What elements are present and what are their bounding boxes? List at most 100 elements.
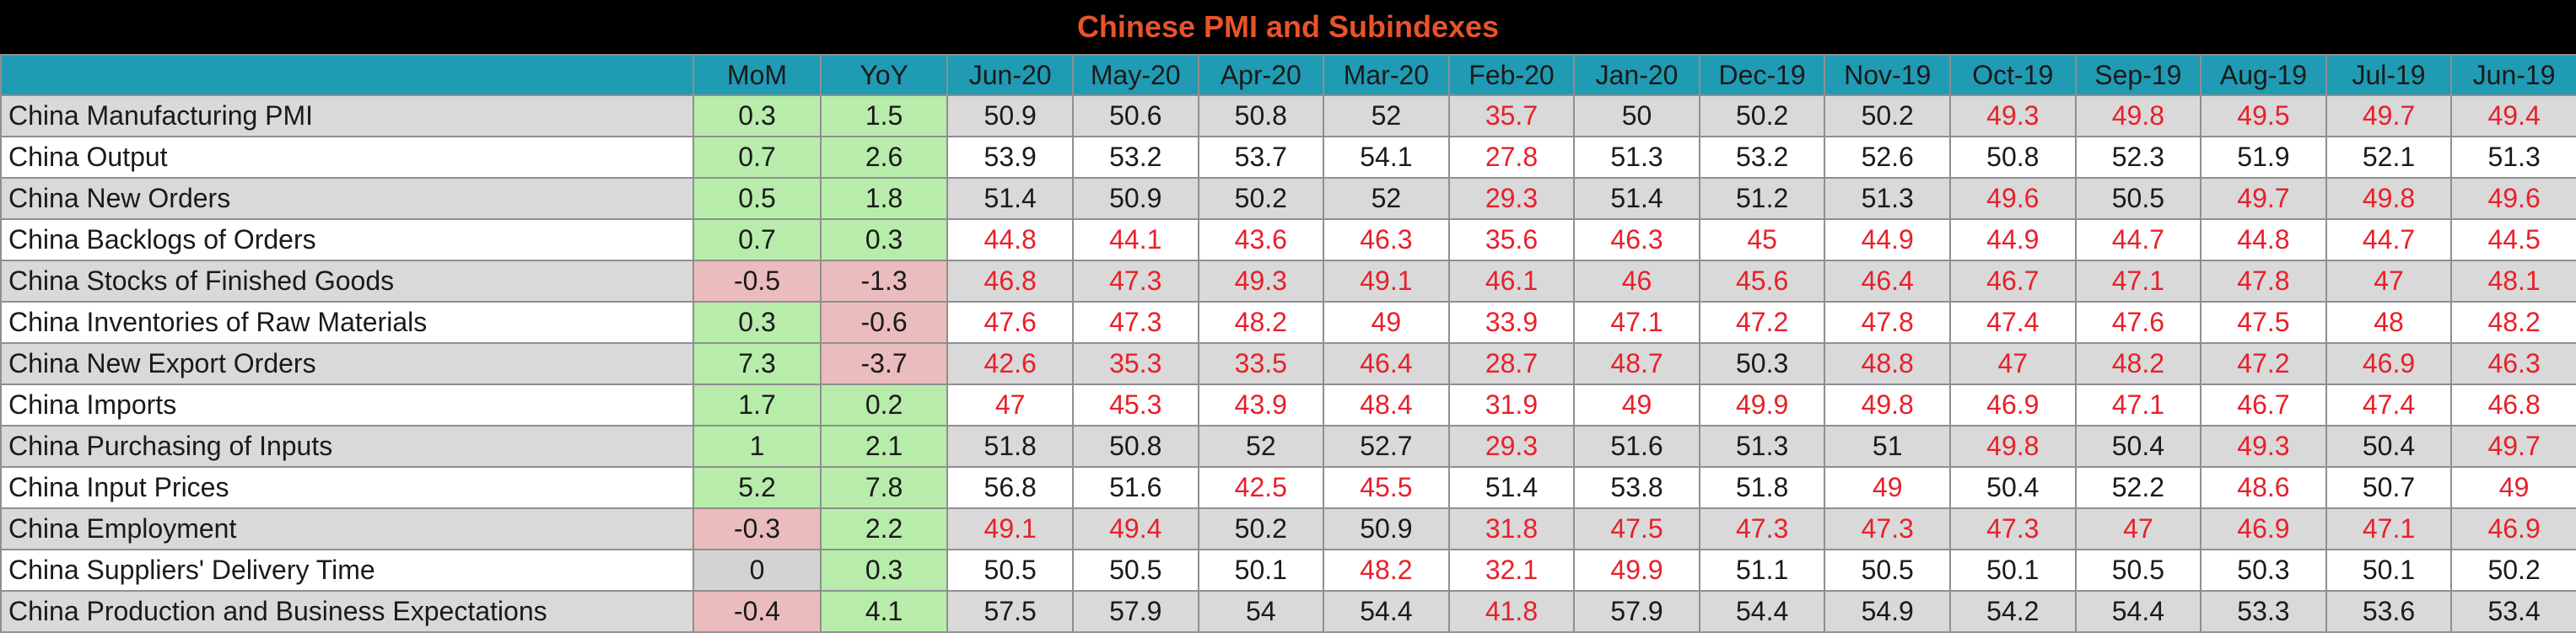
value-cell: 54.9 bbox=[1824, 590, 1951, 633]
mom-cell: 0.3 bbox=[693, 94, 822, 137]
value-cell: 49 bbox=[1573, 384, 1700, 426]
value-cell: 47.4 bbox=[2325, 384, 2453, 426]
row-label: China Manufacturing PMI bbox=[0, 94, 695, 137]
value-cell: 49.6 bbox=[2450, 177, 2576, 220]
value-cell: 57.9 bbox=[1573, 590, 1700, 633]
header-cell: Oct-19 bbox=[1949, 54, 2077, 96]
header-cell: May-20 bbox=[1071, 54, 1199, 96]
value-cell: 50.7 bbox=[2325, 466, 2453, 509]
table-row: China Imports 1.7 0.2 47 45.3 43.9 48.4 31.9 49 4… bbox=[0, 384, 2576, 426]
value-cell: 44.9 bbox=[1824, 218, 1951, 261]
value-cell: 47.8 bbox=[1824, 301, 1951, 344]
value-cell: 51.1 bbox=[1698, 549, 1826, 592]
value-cell: 49 bbox=[1824, 466, 1951, 509]
value-cell: 47.4 bbox=[1949, 301, 2077, 344]
value-cell: 51.9 bbox=[2200, 136, 2327, 179]
value-cell: 49.8 bbox=[1824, 384, 1951, 426]
row-label: China Input Prices bbox=[0, 466, 695, 509]
value-cell: 44.7 bbox=[2074, 218, 2202, 261]
value-cell: 51.8 bbox=[946, 425, 1074, 468]
row-label: China Output bbox=[0, 136, 695, 179]
value-cell: 50.9 bbox=[946, 94, 1074, 137]
value-cell: 47.2 bbox=[2200, 342, 2327, 385]
value-cell: 47.6 bbox=[2074, 301, 2202, 344]
value-cell: 50 bbox=[1573, 94, 1700, 137]
table-title: Chinese PMI and Subindexes bbox=[1076, 9, 1500, 44]
value-cell: 43.9 bbox=[1197, 384, 1325, 426]
value-cell: 29.3 bbox=[1447, 177, 1576, 220]
value-cell: 50.8 bbox=[1071, 425, 1199, 468]
value-cell: 52.2 bbox=[2074, 466, 2202, 509]
value-cell: 49.9 bbox=[1573, 549, 1700, 592]
value-cell: 47.1 bbox=[1573, 301, 1700, 344]
table-row: China New Export Orders 7.3 -3.7 42.6 35.3 33… bbox=[0, 342, 2576, 385]
table-row: China Input Prices 5.2 7.8 56.8 51.6 42.5 45.5… bbox=[0, 466, 2576, 509]
value-cell: 51.3 bbox=[1824, 177, 1951, 220]
table-row: China Employment -0.3 2.2 49.1 49.4 50.2 50.9 3… bbox=[0, 507, 2576, 550]
value-cell: 49.8 bbox=[2074, 94, 2202, 137]
row-label: China Inventories of Raw Materials bbox=[0, 301, 695, 344]
value-cell: 47 bbox=[1949, 342, 2077, 385]
table-row: China Backlogs of Orders 0.7 0.3 44.8 44.1 43… bbox=[0, 218, 2576, 261]
value-cell: 47 bbox=[946, 384, 1074, 426]
header-cell: YoY bbox=[819, 54, 949, 96]
value-cell: 50.2 bbox=[1698, 94, 1826, 137]
value-cell: 48.2 bbox=[2450, 301, 2576, 344]
value-cell: 47.2 bbox=[1698, 301, 1826, 344]
value-cell: 29.3 bbox=[1447, 425, 1576, 468]
value-cell: 50.4 bbox=[2074, 425, 2202, 468]
header-cell: MoM bbox=[693, 54, 822, 96]
value-cell: 47.8 bbox=[2200, 260, 2327, 303]
value-cell: 48.1 bbox=[2450, 260, 2576, 303]
value-cell: 47.3 bbox=[1071, 301, 1199, 344]
value-cell: 50.3 bbox=[2200, 549, 2327, 592]
value-cell: 52.7 bbox=[1323, 425, 1450, 468]
value-cell: 51.3 bbox=[2450, 136, 2576, 179]
value-cell: 50.5 bbox=[2074, 549, 2202, 592]
value-cell: 47 bbox=[2074, 507, 2202, 550]
value-cell: 48.6 bbox=[2200, 466, 2327, 509]
value-cell: 45.6 bbox=[1698, 260, 1826, 303]
value-cell: 56.8 bbox=[946, 466, 1074, 509]
value-cell: 54 bbox=[1197, 590, 1325, 633]
value-cell: 52.6 bbox=[1824, 136, 1951, 179]
mom-cell: -0.5 bbox=[693, 260, 822, 303]
header-row: MoM YoY Jun-20 May-20 Apr-20 Mar-20 Feb-20 Jan-… bbox=[0, 54, 2576, 96]
value-cell: 50.4 bbox=[1949, 466, 2077, 509]
value-cell: 47.5 bbox=[2200, 301, 2327, 344]
mom-cell: 0.7 bbox=[693, 136, 822, 179]
value-cell: 46 bbox=[1573, 260, 1700, 303]
value-cell: 53.4 bbox=[2450, 590, 2576, 633]
value-cell: 51.3 bbox=[1698, 425, 1826, 468]
value-cell: 51.8 bbox=[1698, 466, 1826, 509]
value-cell: 45 bbox=[1698, 218, 1826, 261]
value-cell: 54.4 bbox=[2074, 590, 2202, 633]
mom-cell: 1.7 bbox=[693, 384, 822, 426]
value-cell: 53.2 bbox=[1698, 136, 1826, 179]
value-cell: 54.4 bbox=[1323, 590, 1450, 633]
value-cell: 50.5 bbox=[1824, 549, 1951, 592]
header-cell: Aug-19 bbox=[2200, 54, 2327, 96]
yoy-cell: 0.3 bbox=[819, 218, 949, 261]
value-cell: 44.9 bbox=[1949, 218, 2077, 261]
value-cell: 33.9 bbox=[1447, 301, 1576, 344]
yoy-cell: 2.1 bbox=[819, 425, 949, 468]
value-cell: 49.1 bbox=[1323, 260, 1450, 303]
value-cell: 27.8 bbox=[1447, 136, 1576, 179]
value-cell: 53.6 bbox=[2325, 590, 2453, 633]
value-cell: 46.9 bbox=[1949, 384, 2077, 426]
value-cell: 50.5 bbox=[946, 549, 1074, 592]
value-cell: 47.1 bbox=[2074, 384, 2202, 426]
value-cell: 48.2 bbox=[1323, 549, 1450, 592]
value-cell: 50.5 bbox=[2074, 177, 2202, 220]
value-cell: 50.8 bbox=[1949, 136, 2077, 179]
value-cell: 54.1 bbox=[1323, 136, 1450, 179]
table-row: China Suppliers' Delivery Time 0 0.3 50.5 50… bbox=[0, 549, 2576, 592]
value-cell: 46.3 bbox=[2450, 342, 2576, 385]
value-cell: 47.1 bbox=[2325, 507, 2453, 550]
value-cell: 48.4 bbox=[1323, 384, 1450, 426]
header-cell: Jul-19 bbox=[2325, 54, 2453, 96]
value-cell: 41.8 bbox=[1447, 590, 1576, 633]
value-cell: 31.9 bbox=[1447, 384, 1576, 426]
value-cell: 49.7 bbox=[2325, 94, 2453, 137]
